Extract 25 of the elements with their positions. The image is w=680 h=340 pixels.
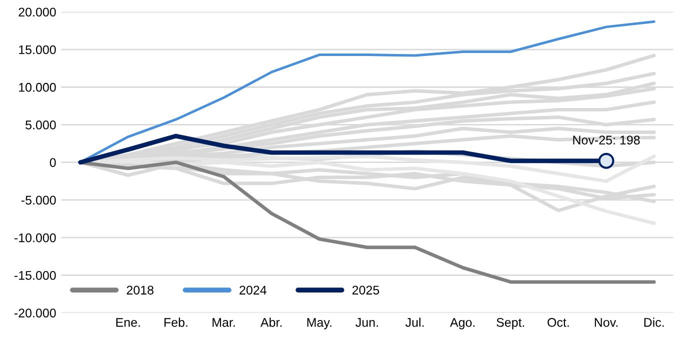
x-tick-label: Jul. xyxy=(405,318,424,327)
y-tick-label: 10.000 xyxy=(19,82,56,92)
x-tick-label: Feb. xyxy=(164,318,188,327)
x-tick-label: Ene. xyxy=(116,318,140,327)
y-tick-label: 15.000 xyxy=(19,45,56,54)
y-tick-label: 20.000 xyxy=(18,8,56,17)
x-tick-label: May. xyxy=(307,318,332,330)
y-tick-label: 5.000 xyxy=(26,120,56,130)
legend-label: 2018 xyxy=(126,286,154,295)
x-tick-label: Abr. xyxy=(260,318,282,327)
x-tick-label: Sept. xyxy=(496,318,524,330)
y-tick-label: 0 xyxy=(50,158,56,167)
x-tick-label: Dic. xyxy=(644,318,664,327)
x-tick-label: Mar. xyxy=(212,318,235,327)
x-tick-label: Nov. xyxy=(594,318,618,327)
x-tick-label: Jun. xyxy=(356,318,378,327)
legend-label: 2025 xyxy=(352,286,380,295)
legend-label: 2024 xyxy=(240,286,266,295)
y-tick-label: -10.000 xyxy=(14,233,56,242)
y-tick-label: -15.000 xyxy=(14,270,56,280)
y-tick-label: -20.000 xyxy=(14,308,56,318)
y-tick-label: -5.000 xyxy=(21,196,56,205)
annotation: Nov-25: 198 xyxy=(573,136,640,144)
x-tick-label: Oct. xyxy=(548,318,569,327)
x-tick-label: Ago. xyxy=(450,318,475,330)
